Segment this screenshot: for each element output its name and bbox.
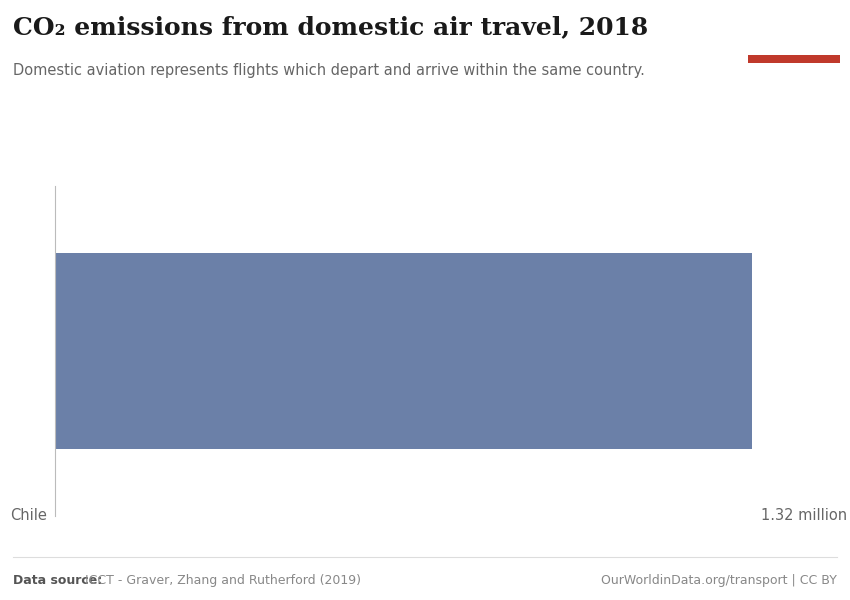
Bar (748, 55, 840, 63)
Text: CO₂ emissions from domestic air travel, 2018: CO₂ emissions from domestic air travel, … (13, 15, 648, 39)
Text: Our World: Our World (762, 18, 825, 28)
Text: Data source:: Data source: (13, 574, 102, 587)
Text: in Data: in Data (772, 37, 816, 47)
Text: OurWorldinData.org/transport | CC BY: OurWorldinData.org/transport | CC BY (601, 574, 837, 587)
Bar (55, 253, 752, 448)
Text: 1.32 million t: 1.32 million t (761, 508, 850, 523)
Text: ICCT - Graver, Zhang and Rutherford (2019): ICCT - Graver, Zhang and Rutherford (201… (81, 574, 360, 587)
Text: Domestic aviation represents flights which depart and arrive within the same cou: Domestic aviation represents flights whi… (13, 63, 644, 78)
Text: Chile: Chile (10, 508, 47, 523)
